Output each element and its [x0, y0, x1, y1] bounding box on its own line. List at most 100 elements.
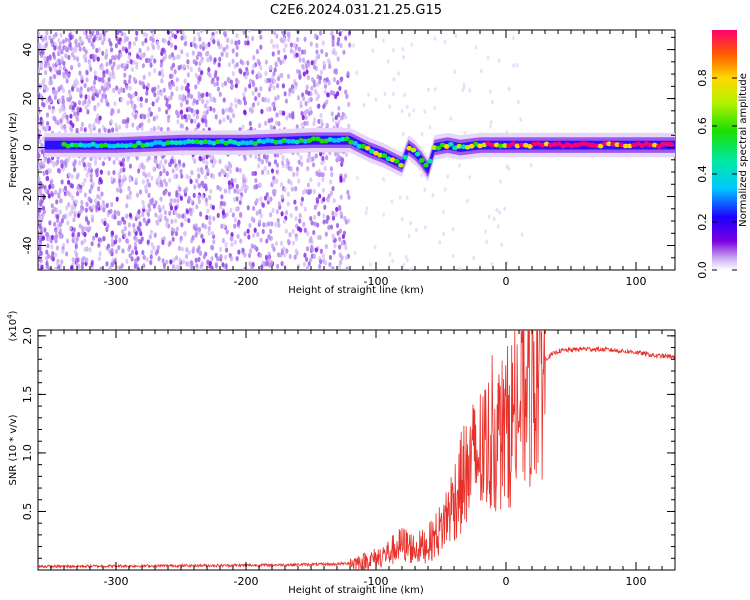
heatmap-cell — [298, 138, 304, 143]
heatmap-cell — [199, 58, 204, 64]
heatmap-cell — [386, 59, 390, 64]
heatmap-cell — [106, 143, 113, 149]
heatmap-cell — [317, 118, 321, 125]
heatmap-cell — [45, 260, 49, 266]
heatmap-cell — [303, 206, 307, 212]
heatmap-cell — [131, 143, 138, 149]
heatmap-cell — [100, 191, 104, 197]
heatmap-cell — [332, 47, 336, 54]
heatmap-cell — [337, 37, 341, 43]
heatmap-cell — [214, 114, 218, 120]
heatmap-cell — [301, 63, 305, 70]
heatmap-cell — [293, 199, 297, 205]
heatmap-cell — [130, 103, 135, 109]
heatmap-cell — [260, 169, 265, 175]
heatmap-cell — [153, 232, 157, 238]
heatmap-cell — [244, 87, 248, 93]
heatmap-cell — [173, 69, 177, 75]
heatmap-cell — [90, 217, 94, 223]
heatmap-cell — [58, 209, 62, 216]
heatmap-cell — [141, 199, 145, 205]
heatmap-cell — [85, 34, 89, 40]
heatmap-cell — [68, 41, 72, 48]
heatmap-cell — [103, 127, 107, 133]
heatmap-cell — [71, 257, 75, 263]
heatmap-cell — [121, 248, 125, 254]
heatmap-cell — [343, 173, 348, 179]
heatmap-cell — [195, 114, 199, 120]
spectrogram-xlabel: Height of straight line (km) — [288, 285, 424, 296]
heatmap-cell — [53, 45, 57, 51]
heatmap-cell — [38, 176, 41, 182]
heatmap-cell — [116, 30, 120, 36]
heatmap-cell — [288, 253, 292, 260]
heatmap-cell — [344, 254, 348, 261]
heatmap-cell — [352, 43, 355, 48]
heatmap-cell — [256, 231, 260, 238]
heatmap-cell — [286, 73, 291, 79]
heatmap-cell — [243, 109, 247, 115]
heatmap-cell — [420, 132, 424, 137]
heatmap-cell — [92, 80, 97, 86]
heatmap-cell — [174, 209, 178, 215]
heatmap-cell — [78, 223, 82, 229]
heatmap-cell — [219, 43, 223, 50]
heatmap-cell — [175, 109, 179, 115]
heatmap-cell — [230, 83, 235, 89]
heatmap-cell — [94, 232, 99, 238]
heatmap-cell — [331, 34, 335, 41]
heatmap-cell — [265, 158, 269, 164]
heatmap-cell — [222, 117, 226, 123]
heatmap-cell — [165, 218, 169, 224]
heatmap-cell — [242, 91, 246, 98]
heatmap-cell — [82, 162, 86, 168]
heatmap-cell — [157, 182, 161, 188]
heatmap-cell — [161, 204, 166, 210]
heatmap-cell — [168, 54, 172, 60]
heatmap-cell — [115, 187, 120, 193]
heatmap-cell — [168, 35, 172, 41]
heatmap-cell — [331, 210, 335, 216]
heatmap-cell — [162, 168, 166, 174]
heatmap-cell — [213, 57, 217, 63]
heatmap-cell — [225, 172, 230, 179]
heatmap-cell — [60, 49, 64, 55]
heatmap-cell — [314, 90, 318, 96]
heatmap-cell — [342, 49, 346, 55]
heatmap-cell — [53, 116, 57, 122]
heatmap-cell — [193, 42, 197, 48]
heatmap-cell — [294, 216, 298, 222]
heatmap-cell — [146, 82, 150, 88]
heatmap-cell — [162, 56, 166, 62]
heatmap-cell — [468, 175, 471, 180]
snr-ylabel: SNR (10 * v/v) — [8, 414, 19, 485]
heatmap-cell — [179, 168, 183, 175]
heatmap-cell — [50, 234, 54, 241]
heatmap-cell — [298, 218, 302, 224]
heatmap-cell — [337, 264, 342, 270]
heatmap-cell — [268, 106, 272, 112]
heatmap-cell — [269, 124, 273, 130]
heatmap-cell — [125, 123, 129, 129]
heatmap-cell — [486, 55, 490, 60]
heatmap-cell — [41, 235, 46, 241]
heatmap-cell — [68, 192, 72, 198]
heatmap-cell — [277, 56, 281, 62]
heatmap-cell — [112, 87, 116, 94]
heatmap-cell — [271, 179, 275, 185]
heatmap-cell — [290, 138, 296, 144]
heatmap-cell — [302, 221, 306, 227]
heatmap-cell — [317, 172, 321, 178]
heatmap-cell — [330, 30, 334, 36]
heatmap-cell — [251, 35, 255, 42]
heatmap-cell — [290, 84, 295, 90]
heatmap-cell — [168, 240, 172, 246]
heatmap-cell — [174, 231, 179, 237]
heatmap-cell — [235, 51, 239, 58]
heatmap-cell — [142, 164, 147, 171]
heatmap-cell — [68, 225, 72, 231]
heatmap-cell — [278, 110, 282, 116]
heatmap-cell — [259, 213, 263, 219]
heatmap-cell — [221, 213, 226, 220]
heatmap-cell — [377, 152, 383, 158]
